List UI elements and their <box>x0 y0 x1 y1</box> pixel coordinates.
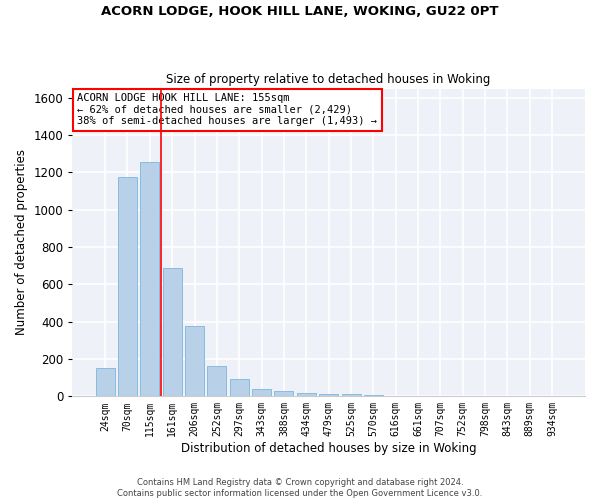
Text: Contains HM Land Registry data © Crown copyright and database right 2024.
Contai: Contains HM Land Registry data © Crown c… <box>118 478 482 498</box>
Text: ACORN LODGE HOOK HILL LANE: 155sqm
← 62% of detached houses are smaller (2,429)
: ACORN LODGE HOOK HILL LANE: 155sqm ← 62%… <box>77 93 377 126</box>
Bar <box>140 162 160 396</box>
Bar <box>341 394 361 396</box>
Bar <box>319 394 338 396</box>
Bar <box>185 326 204 396</box>
Bar <box>118 177 137 396</box>
Bar <box>274 391 293 396</box>
Bar <box>230 378 249 396</box>
Bar <box>95 368 115 396</box>
Title: Size of property relative to detached houses in Woking: Size of property relative to detached ho… <box>166 73 491 86</box>
Bar <box>297 392 316 396</box>
Bar <box>163 268 182 396</box>
Bar <box>252 389 271 396</box>
Bar <box>364 395 383 396</box>
Text: ACORN LODGE, HOOK HILL LANE, WOKING, GU22 0PT: ACORN LODGE, HOOK HILL LANE, WOKING, GU2… <box>101 5 499 18</box>
Y-axis label: Number of detached properties: Number of detached properties <box>15 150 28 336</box>
Bar <box>208 366 226 396</box>
X-axis label: Distribution of detached houses by size in Woking: Distribution of detached houses by size … <box>181 442 476 455</box>
